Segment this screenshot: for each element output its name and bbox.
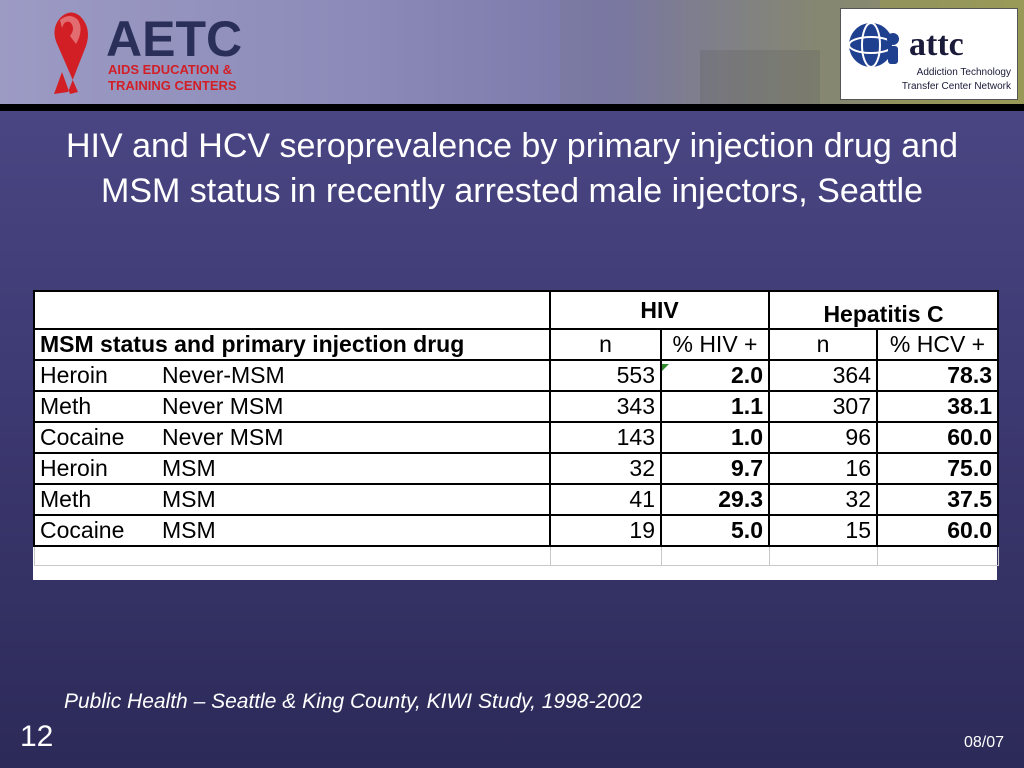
slide-date: 08/07 (963, 734, 1004, 751)
hiv-pct-header: % HIV + (660, 328, 770, 361)
table-row: Meth MSM 41 29.3 32 37.5 (33, 483, 1000, 516)
label-column-header: MSM status and primary injection drug (33, 328, 551, 361)
hcv-pct-header: % HCV + (875, 328, 1000, 361)
msm-cell: MSM (162, 517, 216, 543)
people-globe-icon (848, 22, 899, 68)
drug-cell: Meth (40, 486, 92, 512)
hiv-pct-cell: 2.0 (660, 359, 770, 392)
table-row: Heroin MSM 32 9.7 16 75.0 (33, 452, 1000, 485)
table-row: Heroin Never-MSM 553 2.0 364 78.3 (33, 359, 1000, 392)
msm-cell: MSM (162, 455, 216, 481)
hiv-n-cell: 143 (549, 421, 662, 454)
hcv-pct-cell: 38.1 (875, 390, 1000, 423)
attc-logo-text: attc (909, 26, 964, 63)
svg-text:TRAINING CENTERS: TRAINING CENTERS (108, 78, 237, 93)
hcv-pct-cell: 60.0 (875, 514, 1000, 547)
svg-text:Transfer Center Network: Transfer Center Network (902, 81, 1012, 92)
hiv-pct-cell: 29.3 (660, 483, 770, 516)
data-table: HIV Hepatitis C MSM status and primary i… (33, 290, 1000, 580)
header-decoration (700, 50, 820, 104)
hcv-n-header: n (768, 328, 878, 361)
hiv-n-cell: 343 (549, 390, 662, 423)
slide-header: AETC AIDS EDUCATION & TRAINING CENTERS a… (0, 0, 1024, 104)
hiv-n-cell: 41 (549, 483, 662, 516)
hcv-n-cell: 364 (768, 359, 878, 392)
table-row: Meth Never MSM 343 1.1 307 38.1 (33, 390, 1000, 423)
hiv-pct-cell: 9.7 (660, 452, 770, 485)
msm-cell: Never-MSM (162, 362, 285, 388)
header-decoration (560, 0, 880, 104)
aetc-logo-text: AETC (106, 11, 242, 67)
source-citation: Public Health – Seattle & King County, K… (64, 690, 643, 713)
hiv-n-cell: 32 (549, 452, 662, 485)
hiv-n-header: n (549, 328, 662, 361)
slide-title: HIV and HCV seroprevalence by primary in… (65, 127, 958, 210)
hcv-pct-cell: 37.5 (875, 483, 1000, 516)
slide-number: 12 (20, 720, 54, 753)
hcv-pct-cell: 78.3 (875, 359, 1000, 392)
drug-cell: Heroin (40, 362, 108, 388)
cell-comment-marker (662, 364, 669, 371)
attc-logo: attc Addiction Technology Transfer Cente… (840, 8, 1018, 100)
aetc-logo: AETC AIDS EDUCATION & TRAINING CENTERS (54, 11, 242, 95)
svg-text:Addiction Technology: Addiction Technology (917, 67, 1011, 78)
hiv-pct-cell: 1.0 (660, 421, 770, 454)
msm-cell: Never MSM (162, 393, 284, 419)
table-header-empty (33, 290, 551, 330)
table-column-header-row: MSM status and primary injection drug n … (33, 328, 1000, 361)
msm-cell: MSM (162, 486, 216, 512)
svg-text:AIDS EDUCATION &: AIDS EDUCATION & (108, 62, 232, 77)
hcv-n-cell: 307 (768, 390, 878, 423)
drug-cell: Heroin (40, 455, 108, 481)
drug-cell: Meth (40, 393, 92, 419)
hcv-pct-cell: 60.0 (875, 421, 1000, 454)
table-row: Cocaine Never MSM 143 1.0 96 60.0 (33, 421, 1000, 454)
hcv-n-cell: 16 (768, 452, 878, 485)
hcv-pct-cell: 75.0 (875, 452, 1000, 485)
header-divider (0, 104, 1024, 111)
hcv-group-header: Hepatitis C (767, 290, 1000, 330)
hiv-n-cell: 553 (549, 359, 662, 392)
table-empty-row (33, 545, 999, 566)
red-ribbon-icon (54, 12, 88, 95)
msm-cell: Never MSM (162, 424, 284, 450)
hcv-n-cell: 32 (768, 483, 878, 516)
hcv-n-cell: 96 (768, 421, 878, 454)
hiv-pct-cell: 5.0 (660, 514, 770, 547)
drug-cell: Cocaine (40, 424, 125, 450)
table-row: Cocaine MSM 19 5.0 15 60.0 (33, 514, 1000, 547)
hiv-pct-cell: 1.1 (660, 390, 770, 423)
hiv-group-header: HIV (549, 290, 770, 330)
table-group-header-row: HIV Hepatitis C (33, 290, 1000, 330)
drug-cell: Cocaine (40, 517, 125, 543)
hiv-n-cell: 19 (549, 514, 662, 547)
hcv-n-cell: 15 (768, 514, 878, 547)
